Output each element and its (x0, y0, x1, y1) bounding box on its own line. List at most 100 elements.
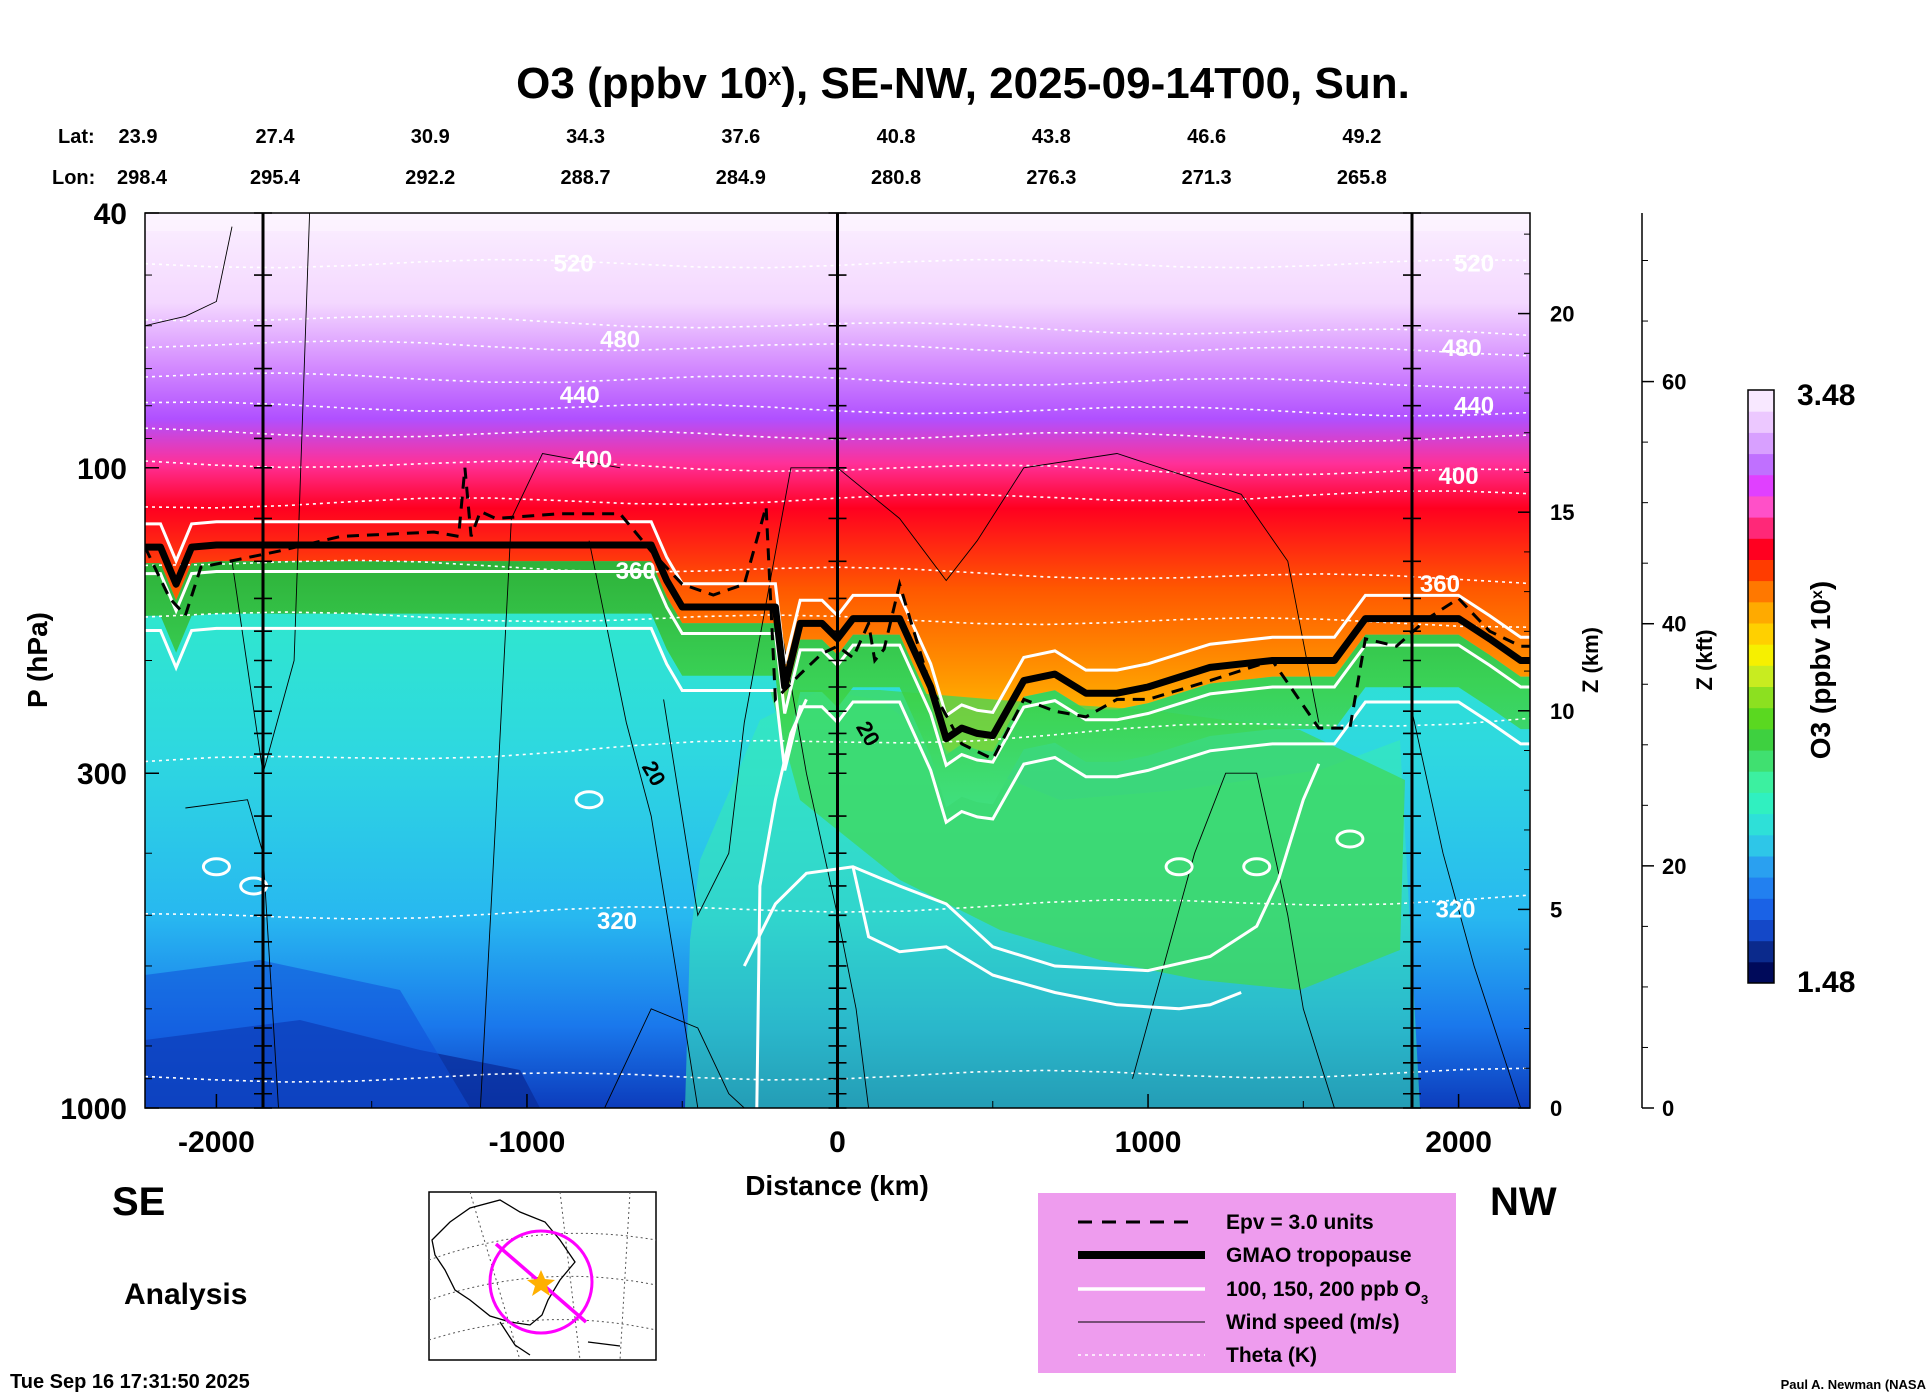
lon-value: 288.7 (561, 167, 611, 189)
theta-label: 480 (1442, 335, 1482, 362)
ozone-contour-cell (1242, 857, 1272, 877)
theta-contour (145, 372, 1530, 389)
title-main: O3 (ppbv 10 (516, 59, 768, 108)
colorbar-swatch (1748, 813, 1774, 836)
z-kft-tick-label: 60 (1662, 370, 1686, 395)
colorbar-swatch (1748, 411, 1774, 433)
lon-value: 295.4 (250, 167, 301, 189)
lon-value: 280.8 (871, 167, 921, 189)
colorbar-swatch (1748, 961, 1774, 984)
legend-ozone-label: 100, 150, 200 ppb O3 (1226, 1278, 1428, 1307)
y-axis-label: P (hPa) (22, 612, 53, 708)
colorbar-swatch (1748, 644, 1774, 666)
timestamp: Tue Sep 16 17:31:50 2025 (10, 1371, 250, 1393)
x-tick-label: 2000 (1425, 1126, 1492, 1159)
colorbar-swatch (1748, 707, 1774, 730)
lon-value: 284.9 (716, 167, 766, 189)
station-lines (254, 212, 1421, 1109)
lon-value: 298.4 (117, 167, 168, 189)
colorbar-min: 1.48 (1797, 966, 1855, 999)
y-tick-label: 100 (77, 453, 127, 486)
wind-contour (604, 1008, 745, 1108)
inset-coastline (431, 1199, 576, 1326)
colorbar-swatch (1748, 750, 1774, 772)
wind-contour (588, 540, 699, 1108)
wind-speed-contours (145, 213, 1522, 1108)
lat-label: Lat: (58, 126, 95, 148)
y-tick-label: 300 (77, 758, 127, 791)
theta-label: 520 (554, 251, 594, 278)
colorbar-swatch (1748, 517, 1774, 539)
ozone-contour-cell (1164, 857, 1194, 877)
colorbar-swatch (1748, 495, 1774, 518)
z-km-tick-label: 0 (1550, 1096, 1562, 1121)
colorbar-label: O3 (ppbv 10x) (1805, 581, 1836, 760)
ozone-contour (145, 570, 1530, 768)
colorbar-swatch (1748, 559, 1774, 582)
lat-value: 27.4 (256, 126, 296, 148)
lat-value: 30.9 (411, 126, 450, 148)
theta-contour (145, 258, 1530, 269)
lon-value: 276.3 (1026, 167, 1076, 189)
z-kft-tick-label: 20 (1662, 854, 1686, 879)
wind-contour (663, 453, 1320, 917)
colorbar-frame (1747, 389, 1775, 984)
wind-contour (145, 226, 233, 327)
wind-contour (231, 213, 311, 774)
colorbar-swatch (1748, 771, 1774, 793)
x-tick-label: 0 (829, 1126, 846, 1159)
tropopause-line (145, 541, 1530, 743)
colorbar-swatch (1748, 474, 1774, 497)
analysis-label: Analysis (124, 1278, 247, 1311)
colorbar-swatch (1748, 940, 1774, 963)
direction-se: SE (112, 1180, 165, 1224)
colorbar-swatch (1748, 686, 1774, 709)
theta-label: 320 (1435, 897, 1475, 924)
wind-contour (185, 799, 279, 1108)
lat-lon-values: 23.9 298.4 27.4 295.4 30.9 292.2 34.3 288.7 37.6… (117, 126, 1387, 189)
lat-value: 46.6 (1187, 126, 1226, 148)
theta-label: 520 (1454, 251, 1494, 278)
lon-value: 265.8 (1337, 167, 1387, 189)
legend-tropopause-label: GMAO tropopause (1226, 1244, 1412, 1267)
colorbar-swatch (1748, 877, 1774, 899)
colorbar-swatch (1748, 580, 1774, 603)
lat-value: 23.9 (119, 126, 158, 148)
x-tick-label: -2000 (178, 1126, 255, 1159)
colorbar-swatch (1748, 834, 1774, 857)
z-km-tick-label: 15 (1550, 500, 1574, 525)
title-superscript: x (768, 64, 782, 91)
theta-label: 360 (1420, 571, 1460, 598)
lon-label: Lon: (52, 167, 95, 189)
colorbar-swatch (1748, 792, 1774, 815)
colorbar-swatch (1748, 855, 1774, 878)
inset-map (428, 1191, 657, 1361)
colorbar-swatch (1748, 898, 1774, 920)
legend-epv-label: Epv = 3.0 units (1226, 1211, 1374, 1234)
z-kft-label: Z (kft) (1692, 629, 1717, 690)
inset-center-star-icon (527, 1270, 555, 1296)
low-ozone-pocket-2 (145, 960, 470, 1108)
lat-value: 40.8 (877, 126, 916, 148)
colorbar-swatch (1748, 390, 1774, 412)
ozone-contour-cell (1335, 829, 1365, 849)
legend-theta-label: Theta (K) (1226, 1344, 1317, 1367)
z-km-tick-label: 10 (1550, 699, 1574, 724)
colorbar-swatch (1748, 728, 1774, 751)
colorbar-swatch (1748, 601, 1774, 624)
lat-value: 49.2 (1342, 126, 1381, 148)
x-axis-label: Distance (km) (745, 1170, 929, 1201)
lat-value: 43.8 (1032, 126, 1071, 148)
colorbar-swatch (1748, 665, 1774, 687)
tropopause (145, 541, 1530, 743)
ozone-contour-cell (201, 857, 231, 877)
z-kft-tick-label: 40 (1662, 612, 1686, 637)
colorbar-swatch (1748, 432, 1774, 455)
theta-label: 440 (560, 382, 600, 409)
lon-value: 292.2 (405, 167, 455, 189)
chart-title: O3 (ppbv 10x), SE-NW, 2025-09-14T00, Sun… (516, 59, 1410, 108)
ozone-contours (145, 520, 1530, 1108)
inset-range-circle (488, 1229, 594, 1335)
